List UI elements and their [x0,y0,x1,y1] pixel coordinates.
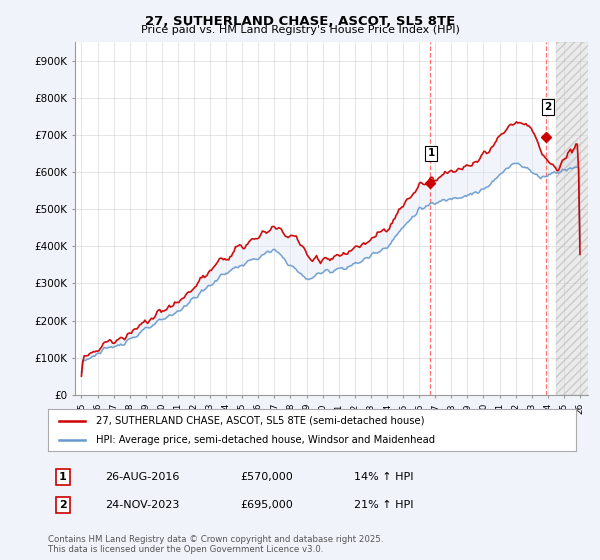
Text: 1: 1 [59,472,67,482]
Text: 27, SUTHERLAND CHASE, ASCOT, SL5 8TE: 27, SUTHERLAND CHASE, ASCOT, SL5 8TE [145,15,455,27]
Text: 1: 1 [428,148,435,158]
Text: 26-AUG-2016: 26-AUG-2016 [105,472,179,482]
Text: £695,000: £695,000 [240,500,293,510]
Text: 21% ↑ HPI: 21% ↑ HPI [354,500,413,510]
Bar [556,42,596,395]
Text: £570,000: £570,000 [240,472,293,482]
Text: 2: 2 [544,102,551,112]
Text: Contains HM Land Registry data © Crown copyright and database right 2025.
This d: Contains HM Land Registry data © Crown c… [48,535,383,554]
Text: 27, SUTHERLAND CHASE, ASCOT, SL5 8TE (semi-detached house): 27, SUTHERLAND CHASE, ASCOT, SL5 8TE (se… [95,416,424,426]
Text: Price paid vs. HM Land Registry's House Price Index (HPI): Price paid vs. HM Land Registry's House … [140,25,460,35]
Text: 24-NOV-2023: 24-NOV-2023 [105,500,179,510]
Text: 2: 2 [59,500,67,510]
Text: 14% ↑ HPI: 14% ↑ HPI [354,472,413,482]
Text: HPI: Average price, semi-detached house, Windsor and Maidenhead: HPI: Average price, semi-detached house,… [95,435,434,445]
